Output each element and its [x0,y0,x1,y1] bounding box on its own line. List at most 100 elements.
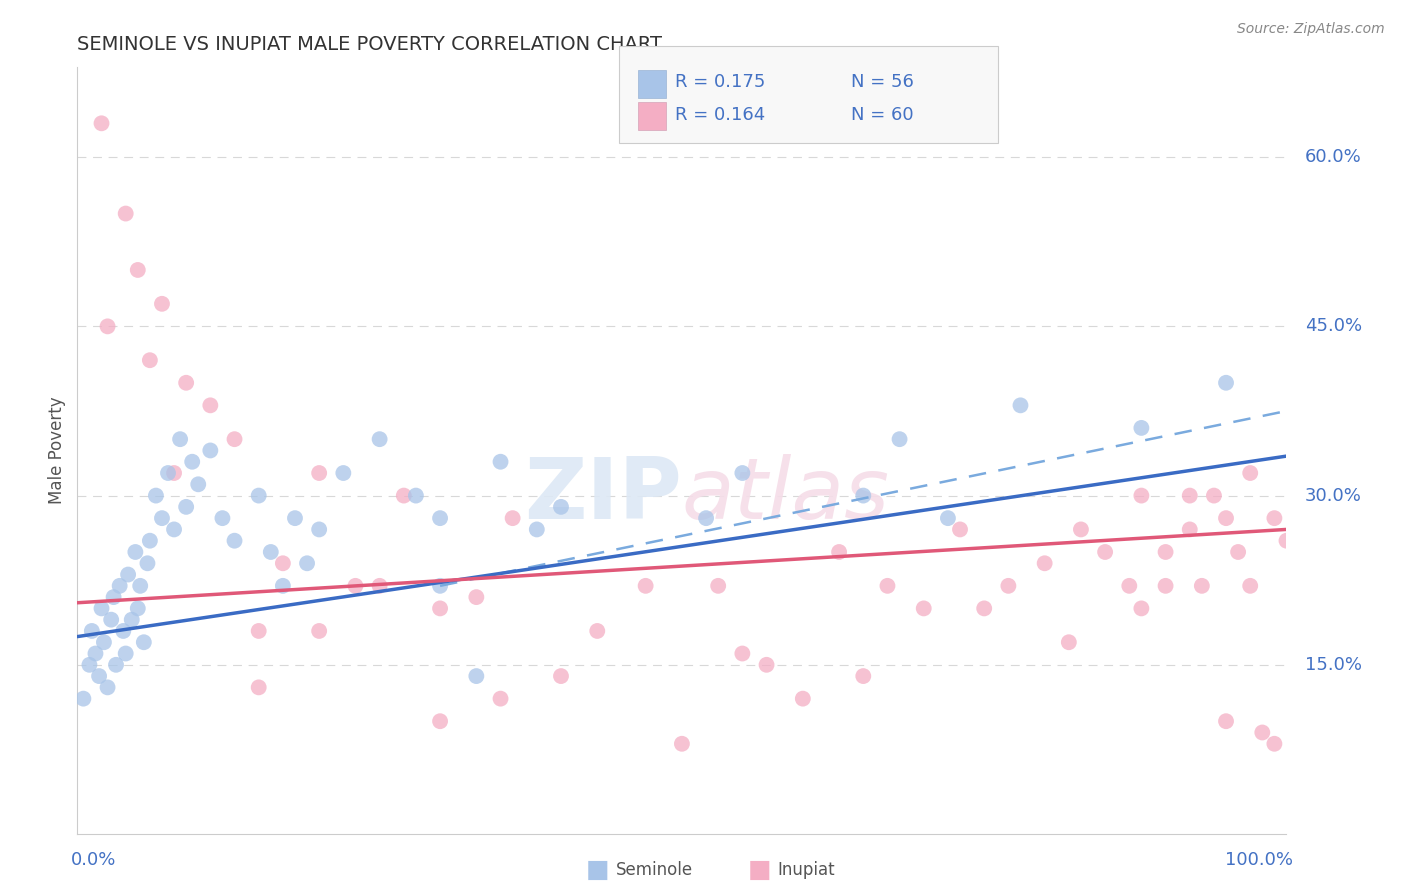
Point [936,511,959,525]
Point [344,579,367,593]
Point [1239,466,1261,480]
Point [108,579,131,593]
Point [295,556,318,570]
Point [163,466,186,480]
Point [174,500,197,514]
Point [169,432,191,446]
Point [1251,725,1274,739]
Point [105,657,128,672]
Point [502,511,524,525]
Text: R = 0.175: R = 0.175 [675,73,765,91]
Point [973,601,995,615]
Point [332,466,354,480]
Point [489,691,512,706]
Point [127,263,149,277]
Point [124,545,146,559]
Point [731,466,754,480]
Point [139,353,162,368]
Point [1263,737,1285,751]
Point [72,691,94,706]
Point [224,533,246,548]
Point [1215,511,1237,525]
Point [181,455,204,469]
Point [224,432,246,446]
Point [1154,545,1177,559]
Point [90,116,112,130]
Text: 45.0%: 45.0% [1305,318,1362,335]
Point [90,601,112,615]
Point [247,681,270,695]
Text: N = 56: N = 56 [851,73,914,91]
Text: SEMINOLE VS INUPIAT MALE POVERTY CORRELATION CHART: SEMINOLE VS INUPIAT MALE POVERTY CORRELA… [77,35,662,54]
Point [828,545,851,559]
Point [1215,376,1237,390]
Point [550,669,572,683]
Point [1191,579,1213,593]
Text: R = 0.164: R = 0.164 [675,106,765,124]
Point [429,511,451,525]
Point [949,523,972,537]
Point [139,533,162,548]
Point [80,624,103,638]
Point [526,523,548,537]
Point [465,590,488,604]
Point [308,523,330,537]
Point [1202,489,1225,503]
Text: ZIP: ZIP [524,454,682,537]
Point [96,319,118,334]
Point [211,511,233,525]
Point [260,545,283,559]
Point [114,206,136,220]
Point [586,624,609,638]
Point [1118,579,1140,593]
Point [132,635,155,649]
Point [1010,398,1032,412]
Point [247,489,270,503]
Text: ■: ■ [748,858,770,881]
Point [1130,489,1153,503]
Text: 30.0%: 30.0% [1305,486,1361,505]
Point [1070,523,1092,537]
Y-axis label: Male Poverty: Male Poverty [48,397,66,504]
Text: 0.0%: 0.0% [72,851,117,869]
Point [1227,545,1250,559]
Point [1239,579,1261,593]
Point [308,466,330,480]
Text: 60.0%: 60.0% [1305,148,1361,166]
Point [200,398,222,412]
Point [889,432,911,446]
Point [671,737,693,751]
Point [200,443,222,458]
Point [121,613,143,627]
Point [129,579,152,593]
Point [117,567,139,582]
Text: Inupiat: Inupiat [778,861,835,879]
Point [187,477,209,491]
Point [429,601,451,615]
Point [145,489,167,503]
Point [792,691,814,706]
Text: N = 60: N = 60 [851,106,914,124]
Point [84,647,107,661]
Point [465,669,488,683]
Point [93,635,115,649]
Point [1130,421,1153,435]
Point [271,579,294,593]
Point [368,579,391,593]
Point [997,579,1019,593]
Point [876,579,898,593]
Point [1094,545,1116,559]
Point [150,297,173,311]
Point [103,590,125,604]
Point [1178,489,1201,503]
Point [87,669,110,683]
Text: Source: ZipAtlas.com: Source: ZipAtlas.com [1237,22,1385,37]
Point [1263,511,1285,525]
Point [1130,601,1153,615]
Point [136,556,159,570]
Point [429,579,451,593]
Point [852,669,875,683]
Text: 100.0%: 100.0% [1225,851,1292,869]
Point [634,579,657,593]
Point [308,624,330,638]
